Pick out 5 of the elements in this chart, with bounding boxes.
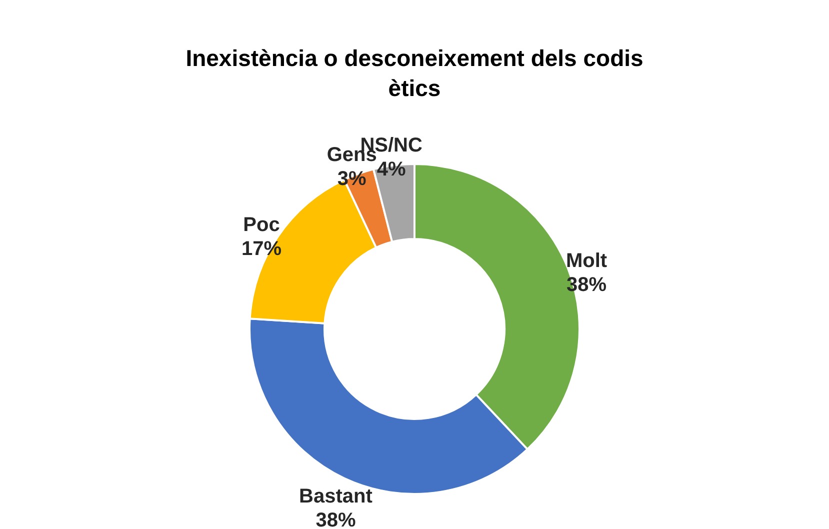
chart-title: Inexistència o desconeixement dels codis ètics: [186, 45, 644, 101]
slice-label: Poc: [243, 214, 280, 236]
slice-label: Bastant: [299, 485, 373, 508]
data-label: 38%: [316, 509, 356, 529]
slice-label: Molt: [566, 250, 608, 272]
